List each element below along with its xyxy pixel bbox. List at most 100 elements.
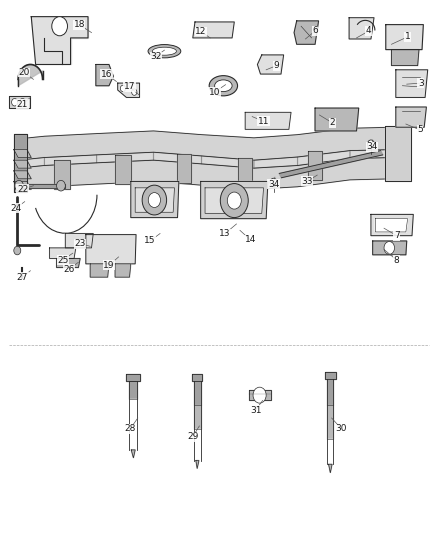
- Polygon shape: [315, 108, 359, 131]
- Polygon shape: [279, 151, 383, 177]
- Polygon shape: [308, 151, 322, 180]
- Circle shape: [384, 241, 395, 254]
- Text: 34: 34: [268, 180, 279, 189]
- Polygon shape: [86, 235, 136, 264]
- Text: 18: 18: [74, 20, 85, 29]
- Text: 2: 2: [330, 118, 336, 127]
- Polygon shape: [294, 21, 318, 44]
- Polygon shape: [96, 64, 113, 86]
- Text: 14: 14: [245, 236, 256, 245]
- Circle shape: [19, 99, 25, 106]
- Text: 3: 3: [418, 78, 424, 87]
- Polygon shape: [18, 158, 44, 168]
- Polygon shape: [327, 439, 333, 464]
- Circle shape: [148, 192, 160, 207]
- Polygon shape: [258, 55, 284, 74]
- Polygon shape: [127, 374, 140, 381]
- Text: 12: 12: [195, 27, 206, 36]
- Polygon shape: [9, 96, 30, 108]
- Circle shape: [12, 99, 18, 106]
- Ellipse shape: [148, 45, 181, 58]
- Polygon shape: [327, 379, 333, 405]
- Polygon shape: [192, 374, 202, 381]
- Polygon shape: [385, 126, 411, 181]
- Text: 25: 25: [57, 256, 68, 264]
- Polygon shape: [18, 158, 403, 189]
- Polygon shape: [238, 158, 252, 187]
- Polygon shape: [349, 18, 374, 39]
- Polygon shape: [131, 181, 179, 217]
- Text: 8: 8: [394, 256, 399, 264]
- Circle shape: [270, 178, 277, 187]
- Polygon shape: [18, 64, 42, 86]
- Text: 21: 21: [17, 100, 28, 109]
- Text: 32: 32: [150, 52, 161, 61]
- Polygon shape: [135, 188, 174, 212]
- Circle shape: [57, 180, 65, 191]
- Circle shape: [227, 192, 241, 209]
- Polygon shape: [394, 150, 403, 159]
- Circle shape: [120, 85, 126, 92]
- Text: 26: 26: [64, 265, 75, 273]
- Text: 34: 34: [366, 142, 378, 151]
- Polygon shape: [245, 112, 291, 130]
- Polygon shape: [14, 134, 27, 192]
- Polygon shape: [396, 107, 426, 127]
- Text: 1: 1: [405, 33, 410, 42]
- Polygon shape: [57, 259, 80, 268]
- Polygon shape: [65, 233, 93, 248]
- Circle shape: [253, 387, 266, 403]
- Circle shape: [52, 17, 67, 36]
- Text: 23: 23: [74, 239, 86, 248]
- Polygon shape: [44, 155, 97, 165]
- Polygon shape: [194, 429, 201, 461]
- Polygon shape: [177, 154, 191, 183]
- Polygon shape: [328, 464, 332, 473]
- Text: 20: 20: [18, 68, 30, 77]
- Polygon shape: [90, 264, 109, 277]
- Polygon shape: [54, 160, 70, 189]
- Text: 28: 28: [125, 424, 136, 433]
- Text: 16: 16: [101, 70, 112, 78]
- Polygon shape: [194, 381, 201, 405]
- Text: 5: 5: [417, 125, 423, 134]
- Text: 10: 10: [209, 87, 220, 96]
- Polygon shape: [297, 151, 350, 165]
- Circle shape: [14, 180, 23, 191]
- Text: 17: 17: [124, 82, 135, 91]
- Ellipse shape: [209, 76, 237, 96]
- Polygon shape: [14, 171, 31, 179]
- Text: 33: 33: [301, 177, 313, 186]
- Polygon shape: [386, 25, 424, 50]
- Text: 15: 15: [144, 237, 156, 246]
- Polygon shape: [118, 83, 140, 98]
- Text: 30: 30: [336, 424, 347, 433]
- Polygon shape: [196, 461, 199, 469]
- Polygon shape: [392, 50, 419, 66]
- Ellipse shape: [152, 47, 177, 55]
- Polygon shape: [131, 450, 135, 458]
- Polygon shape: [115, 264, 131, 277]
- Polygon shape: [254, 157, 297, 168]
- Polygon shape: [201, 156, 254, 168]
- Circle shape: [142, 185, 166, 215]
- Polygon shape: [375, 219, 408, 232]
- Polygon shape: [194, 405, 201, 429]
- Text: 4: 4: [366, 27, 371, 36]
- Text: 19: 19: [103, 261, 115, 270]
- Polygon shape: [49, 248, 76, 259]
- Text: 7: 7: [394, 231, 399, 240]
- Polygon shape: [249, 390, 271, 400]
- Polygon shape: [327, 405, 333, 439]
- Polygon shape: [115, 155, 131, 184]
- Polygon shape: [373, 241, 407, 255]
- Polygon shape: [14, 160, 31, 168]
- Circle shape: [220, 183, 248, 217]
- Text: 6: 6: [312, 27, 318, 36]
- Ellipse shape: [215, 80, 232, 92]
- Polygon shape: [396, 70, 427, 98]
- Polygon shape: [371, 214, 413, 236]
- Circle shape: [367, 140, 374, 149]
- Polygon shape: [14, 181, 31, 189]
- Polygon shape: [130, 381, 137, 399]
